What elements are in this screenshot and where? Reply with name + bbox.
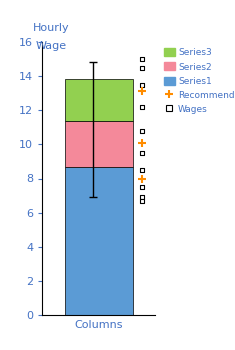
Point	[140, 89, 143, 94]
Legend: Series3, Series2, Series1, Recommended, Wages: Series3, Series2, Series1, Recommended, …	[162, 47, 235, 116]
Bar	[65, 167, 133, 315]
Point	[140, 150, 143, 156]
Point	[140, 176, 143, 181]
Bar	[65, 121, 133, 167]
Point	[140, 140, 143, 146]
Point	[140, 184, 143, 190]
Point	[140, 65, 143, 70]
Point	[140, 56, 143, 62]
Point	[140, 195, 143, 200]
Point	[140, 167, 143, 173]
Bar	[65, 79, 133, 121]
Point	[140, 82, 143, 88]
Point	[140, 198, 143, 203]
Text: Wage: Wage	[36, 41, 67, 50]
Text: Hourly: Hourly	[33, 23, 70, 34]
Point	[140, 128, 143, 133]
Point	[140, 104, 143, 110]
